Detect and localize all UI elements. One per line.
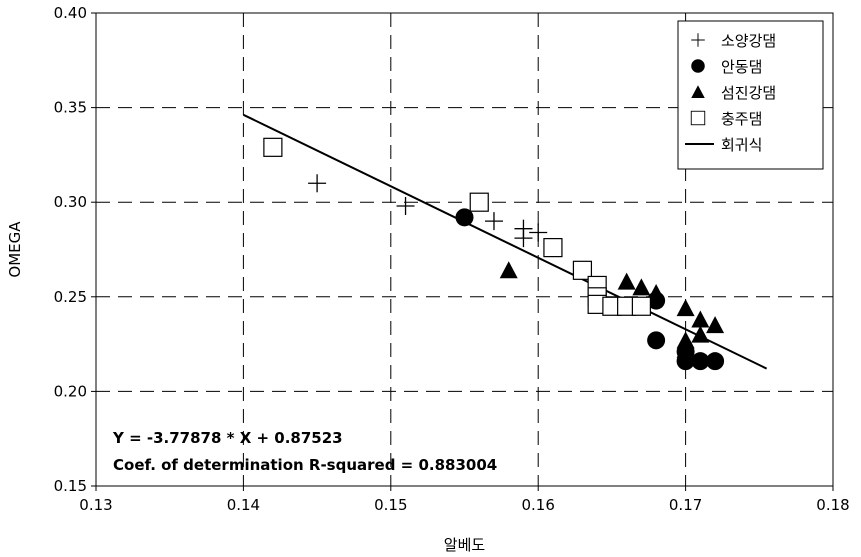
legend-swatch	[691, 85, 705, 98]
square-marker	[690, 110, 706, 126]
regression-equation: Y = -3.77878 * X + 0.87523	[112, 429, 343, 447]
triangle-marker	[691, 310, 710, 328]
y-tick-label: 0.40	[54, 4, 87, 22]
triangle-marker	[632, 278, 651, 296]
triangle-marker	[691, 85, 705, 98]
y-tick-label: 0.35	[54, 99, 87, 117]
triangle-marker	[676, 299, 695, 317]
y-tick-label: 0.15	[54, 477, 87, 495]
legend-label: 섬진강댐	[721, 84, 776, 102]
data-points	[263, 137, 725, 371]
y-tick-label: 0.20	[54, 382, 87, 400]
square-marker	[572, 260, 593, 280]
square-marker	[469, 192, 489, 212]
triangle-marker	[691, 325, 710, 343]
circle-marker	[647, 331, 666, 350]
plot-area	[95, 12, 834, 487]
y-tick-label: 0.30	[54, 193, 87, 211]
circle-marker	[691, 59, 705, 73]
legend-swatch	[691, 33, 705, 47]
triangle-marker	[647, 284, 666, 302]
triangle-marker	[617, 272, 636, 290]
triangle-marker	[676, 331, 695, 349]
plus-marker	[308, 174, 327, 193]
triangle-marker	[706, 316, 725, 334]
legend-label: 소양강댐	[721, 32, 776, 50]
x-tick-label: 0.16	[521, 496, 554, 514]
legend-swatch	[690, 110, 706, 126]
plus-marker	[396, 196, 415, 215]
circle-marker	[706, 352, 725, 371]
regression-line	[242, 113, 768, 370]
plus-marker	[484, 212, 503, 231]
triangle-marker	[499, 261, 518, 279]
plus-marker	[691, 33, 705, 47]
legend-label: 안동댐	[721, 58, 762, 76]
y-axis-title: OMEGA	[6, 221, 24, 278]
legend-swatch	[691, 59, 705, 73]
legend-label: 회귀식	[721, 136, 762, 154]
x-tick-label: 0.17	[669, 496, 702, 514]
plus-marker	[529, 223, 548, 242]
plus-marker	[514, 229, 533, 248]
x-tick-label: 0.18	[816, 496, 849, 514]
circle-marker	[691, 352, 710, 371]
square-marker	[631, 296, 651, 316]
r-squared-label: Coef. of determination R-squared = 0.883…	[113, 456, 497, 474]
triangle-marker	[676, 340, 695, 358]
x-tick-label: 0.13	[79, 496, 112, 514]
square-marker	[263, 137, 283, 157]
y-tick-label: 0.25	[54, 288, 87, 306]
circle-marker	[455, 208, 474, 227]
x-tick-label: 0.14	[227, 496, 260, 514]
square-marker	[543, 238, 563, 258]
legend-label: 충주댐	[721, 110, 762, 128]
x-axis-title: 알베도	[444, 536, 486, 554]
x-tick-label: 0.15	[374, 496, 407, 514]
axis-ticks: 0.13 0.14 0.15 0.16 0.17 0.18 0.15 0.20 0.25 0.30…	[54, 4, 850, 514]
